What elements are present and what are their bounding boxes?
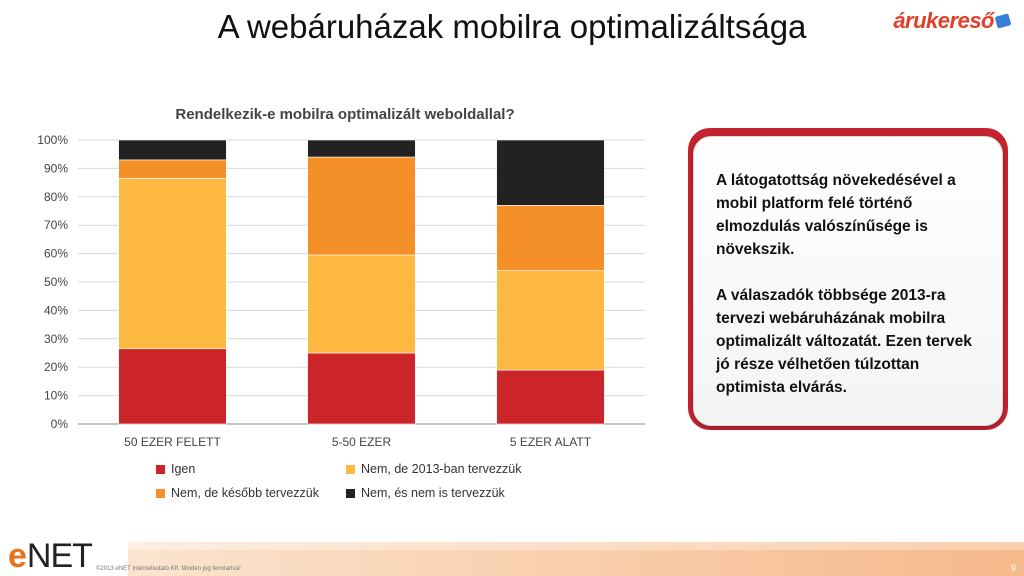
callout-text: A látogatottság növekedésével a mobil pl…: [716, 169, 984, 422]
y-tick-label: 60%: [44, 247, 68, 261]
y-tick-label: 90%: [44, 161, 68, 175]
legend-item-igen: Igen: [156, 462, 346, 476]
y-tick-label: 0%: [51, 417, 69, 431]
legend-swatch-nem-kesobb: [156, 488, 165, 498]
chart-title: Rendelkezik-e mobilra optimalizált webol…: [175, 106, 515, 123]
y-tick-label: 40%: [44, 303, 68, 317]
y-tick-label: 30%: [44, 332, 68, 346]
arukereso-logo: árukereső: [893, 8, 1012, 34]
bar-segment: [496, 205, 605, 271]
bar-segment: [307, 254, 416, 354]
footer-band: [128, 542, 1024, 576]
brand-logo-text: árukereső: [893, 8, 994, 33]
x-tick-label: 50 EZER FELETT: [124, 435, 221, 449]
legend-label: Nem, és nem is tervezzük: [361, 486, 505, 500]
legend-item-nem-2013: Nem, de 2013-ban tervezzük: [346, 462, 596, 476]
bar-segment: [496, 369, 605, 425]
bar-segment: [496, 270, 605, 371]
bar-segment: [118, 159, 227, 179]
legend-swatch-igen: [156, 464, 165, 474]
legend-swatch-nem-soha: [346, 488, 355, 498]
stacked-bar-chart: 0% 10% 20% 30% 40% 50% 60% 70% 80% 90% 100% 50 EZER…: [37, 133, 645, 449]
y-tick-label: 70%: [44, 218, 68, 232]
y-tick-label: 80%: [44, 190, 68, 204]
x-tick-label: 5-50 EZER: [332, 435, 392, 449]
bar-segment: [307, 352, 416, 425]
legend-item-nem-kesobb: Nem, de később tervezzük: [156, 486, 346, 500]
y-tick-label: 50%: [44, 275, 68, 289]
price-tag-icon: [994, 13, 1012, 29]
callout-panel: A látogatottság növekedésével a mobil pl…: [693, 136, 1003, 426]
page-number: 9: [1010, 563, 1016, 573]
enet-logo-mark: e: [8, 537, 27, 575]
legend-label: Nem, de később tervezzük: [171, 486, 319, 500]
enet-logo: e NET: [8, 536, 93, 576]
legend-item-nem-soha: Nem, és nem is tervezzük: [346, 486, 596, 500]
slide-title: A webáruházak mobilra optimalizáltsága: [217, 8, 807, 45]
callout-paragraph-1: A látogatottság növekedésével a mobil pl…: [716, 172, 956, 258]
y-tick-label: 100%: [37, 133, 68, 147]
bar-segment: [118, 178, 227, 350]
bar-segment: [496, 139, 605, 206]
insight-callout: A látogatottság növekedésével a mobil pl…: [688, 128, 1008, 430]
footer-copyright: ©2013 eNET Internetkutató Kft. Minden jo…: [96, 566, 241, 572]
y-tick-label: 10%: [44, 389, 68, 403]
footer-stripe: [128, 542, 1024, 550]
bar-segment: [118, 348, 227, 425]
legend-swatch-nem-2013: [346, 464, 355, 474]
bar-segment: [307, 139, 416, 158]
bar-segment: [307, 156, 416, 256]
chart-legend: Igen Nem, de 2013-ban tervezzük Nem, de …: [156, 462, 596, 500]
legend-label: Igen: [171, 462, 196, 476]
legend-label: Nem, de 2013-ban tervezzük: [361, 462, 522, 476]
y-tick-label: 20%: [44, 360, 68, 374]
x-tick-label: 5 EZER ALATT: [510, 435, 592, 449]
bar-segment: [118, 139, 227, 161]
enet-logo-text: NET: [26, 537, 93, 575]
callout-paragraph-2: A válaszadók többsége 2013-ra tervezi we…: [716, 287, 972, 396]
